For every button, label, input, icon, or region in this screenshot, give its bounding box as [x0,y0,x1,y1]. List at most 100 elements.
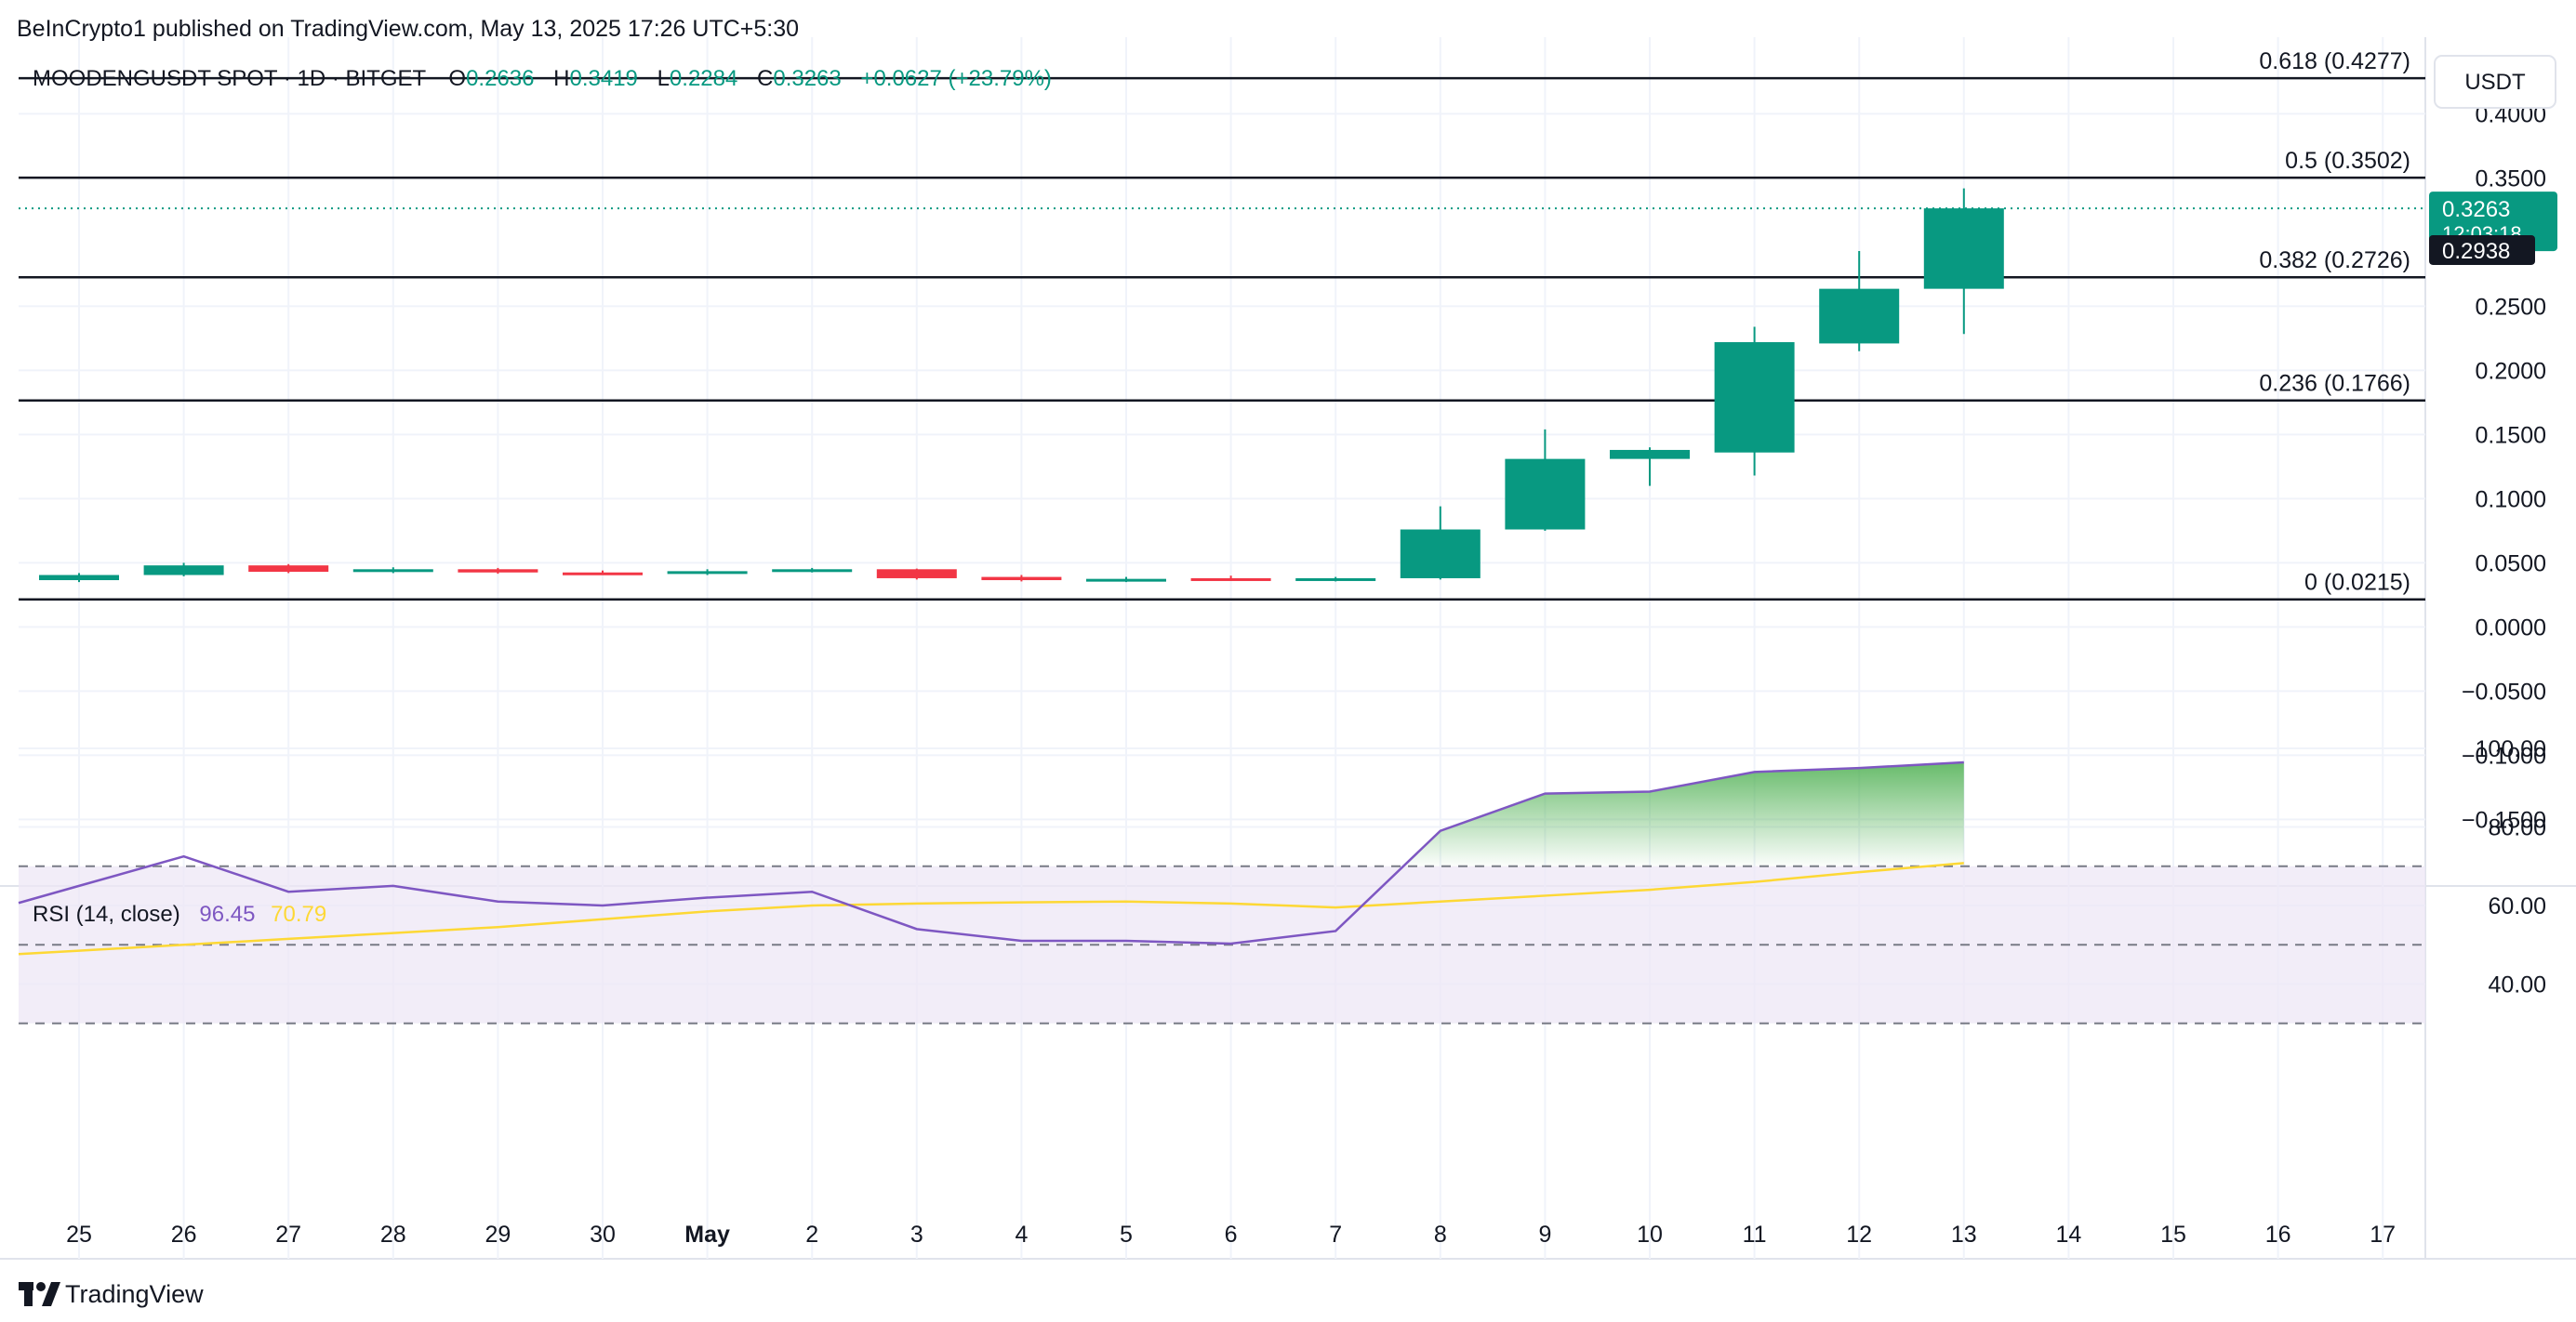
candle-body [248,565,329,573]
time-axis-label: 10 [1637,1222,1663,1248]
axes: 25 26 27 28 29 30 May 2 3 4 5 6 7 8 9 10 11 12 13 14 15 16 17 0… [66,101,2546,1248]
candle [352,567,433,574]
candle [1190,575,1271,581]
candle [143,562,224,576]
candle [1714,326,1795,476]
candle [1086,576,1166,583]
time-axis-label: 13 [1951,1222,1977,1248]
candle-body [1190,577,1271,581]
time-axis-label: 26 [171,1222,197,1248]
candle [1400,506,1481,580]
rsi-overbought-fill [1403,761,1964,866]
time-axis-label: 16 [2265,1222,2291,1248]
price-axis-label: 0.2000 [2476,358,2546,384]
rsi-axis-label: 60.00 [2488,893,2546,919]
time-axis-label: 2 [805,1222,818,1248]
candle [981,575,1062,582]
time-axis-label: 6 [1225,1222,1238,1248]
crosshair-price-label: 0.2938 [2442,239,2510,264]
candle-body [143,565,224,575]
publisher-line: BeInCrypto1 published on TradingView.com… [17,16,799,42]
rsi-band [19,865,2425,1025]
svg-text:MOODENGUSDT SPOT · 1D · BITGET: MOODENGUSDT SPOT · 1D · BITGET O0.2636 H… [33,66,1052,91]
price-axis-label: 0.0000 [2476,615,2546,641]
time-axis-label: 17 [2370,1222,2396,1248]
time-axis-label: May [684,1222,730,1248]
candle [1610,447,1690,486]
time-axis-label: 12 [1846,1222,1872,1248]
low-label: L [657,66,670,91]
price-axis-label: 0.0500 [2476,550,2546,576]
candle-body [772,569,853,573]
candle [667,569,748,575]
rsi-legend-value: 96.45 [199,902,255,927]
price-axis-label: 0.1500 [2476,422,2546,448]
rsi-legend[interactable]: RSI (14, close) 96.45 70.79 [33,902,326,927]
time-axis-label: 27 [275,1222,301,1248]
candle-body [458,569,538,573]
crosshair-price-tag: 0.2938 [2429,234,2535,265]
tradingview-logo[interactable]: TradingView [19,1280,204,1308]
candle [39,573,119,583]
rsi-axis-label: 40.00 [2488,972,2546,998]
symbol-legend[interactable]: MOODENGUSDT SPOT · 1D · BITGET O0.2636 H… [33,66,1052,91]
rsi-line [18,760,1964,945]
time-axis-label: 11 [1743,1222,1767,1248]
rsi-lines [18,760,1964,956]
candle [876,568,957,580]
symbol-title: MOODENGUSDT SPOT · 1D · BITGET [33,66,426,91]
price-axis-label: −0.0500 [2462,679,2546,705]
candle-body [1923,208,2004,289]
candle-body [1295,577,1376,581]
price-axis-label: 0.1000 [2476,486,2546,512]
price-axis-label: −0.1500 [2462,807,2546,833]
open-value: 0.2636 [466,66,534,91]
candle [1923,188,2004,335]
rsi-ma-line [18,862,1964,956]
candle [458,567,538,575]
fib-level-label: 0 (0.0215) [2304,570,2410,596]
rsi-ma-legend-value: 70.79 [271,902,326,927]
rsi-legend-label: RSI (14, close) [33,902,180,927]
price-axis-label: 0.3500 [2476,165,2546,192]
high-label: H [553,66,569,91]
fibonacci-retracement[interactable]: 0.618 (0.4277) 0.5 (0.3502) 0.382 (0.2726)… [19,48,2425,601]
candle [1505,429,1586,531]
candle-body [1505,458,1586,530]
time-axis-label: 5 [1120,1222,1133,1248]
fib-level-label: 0.618 (0.4277) [2259,48,2410,74]
candle [1819,251,1900,351]
price-axis-label: −0.1000 [2462,743,2546,769]
tradingview-logo-icon [19,1282,60,1306]
time-axis-label: 29 [485,1222,511,1248]
candle-body [1714,342,1795,453]
candle [248,563,329,574]
fib-level-label: 0.236 (0.1766) [2259,371,2410,397]
time-axis-label: 9 [1538,1222,1551,1248]
grid [19,37,2425,1259]
time-axis-label: 7 [1329,1222,1342,1248]
candle-body [1610,449,1690,459]
candle [563,570,643,575]
fib-level-label: 0.5 (0.3502) [2285,148,2410,174]
rsi-band-fill [19,866,2425,1024]
currency-label: USDT [2464,70,2526,95]
candle [1295,576,1376,582]
tradingview-logo-text: TradingView [65,1280,204,1308]
last-price-label: 0.3263 [2442,197,2510,222]
candle [772,567,853,573]
candle-body [352,569,433,573]
time-axis-label: 28 [380,1222,406,1248]
candle-body [667,571,748,575]
candle-body [563,572,643,575]
candles [39,188,2004,583]
time-axis-label: 8 [1434,1222,1447,1248]
change-value: +0.0627 (+23.79%) [860,66,1052,91]
candle-body [876,569,957,578]
rsi-axis-label: 100.00 [2476,736,2546,762]
time-axis-label: 30 [590,1222,616,1248]
currency-button[interactable]: USDT [2434,55,2556,109]
candle-body [981,576,1062,581]
time-axis-label: 4 [1015,1222,1028,1248]
